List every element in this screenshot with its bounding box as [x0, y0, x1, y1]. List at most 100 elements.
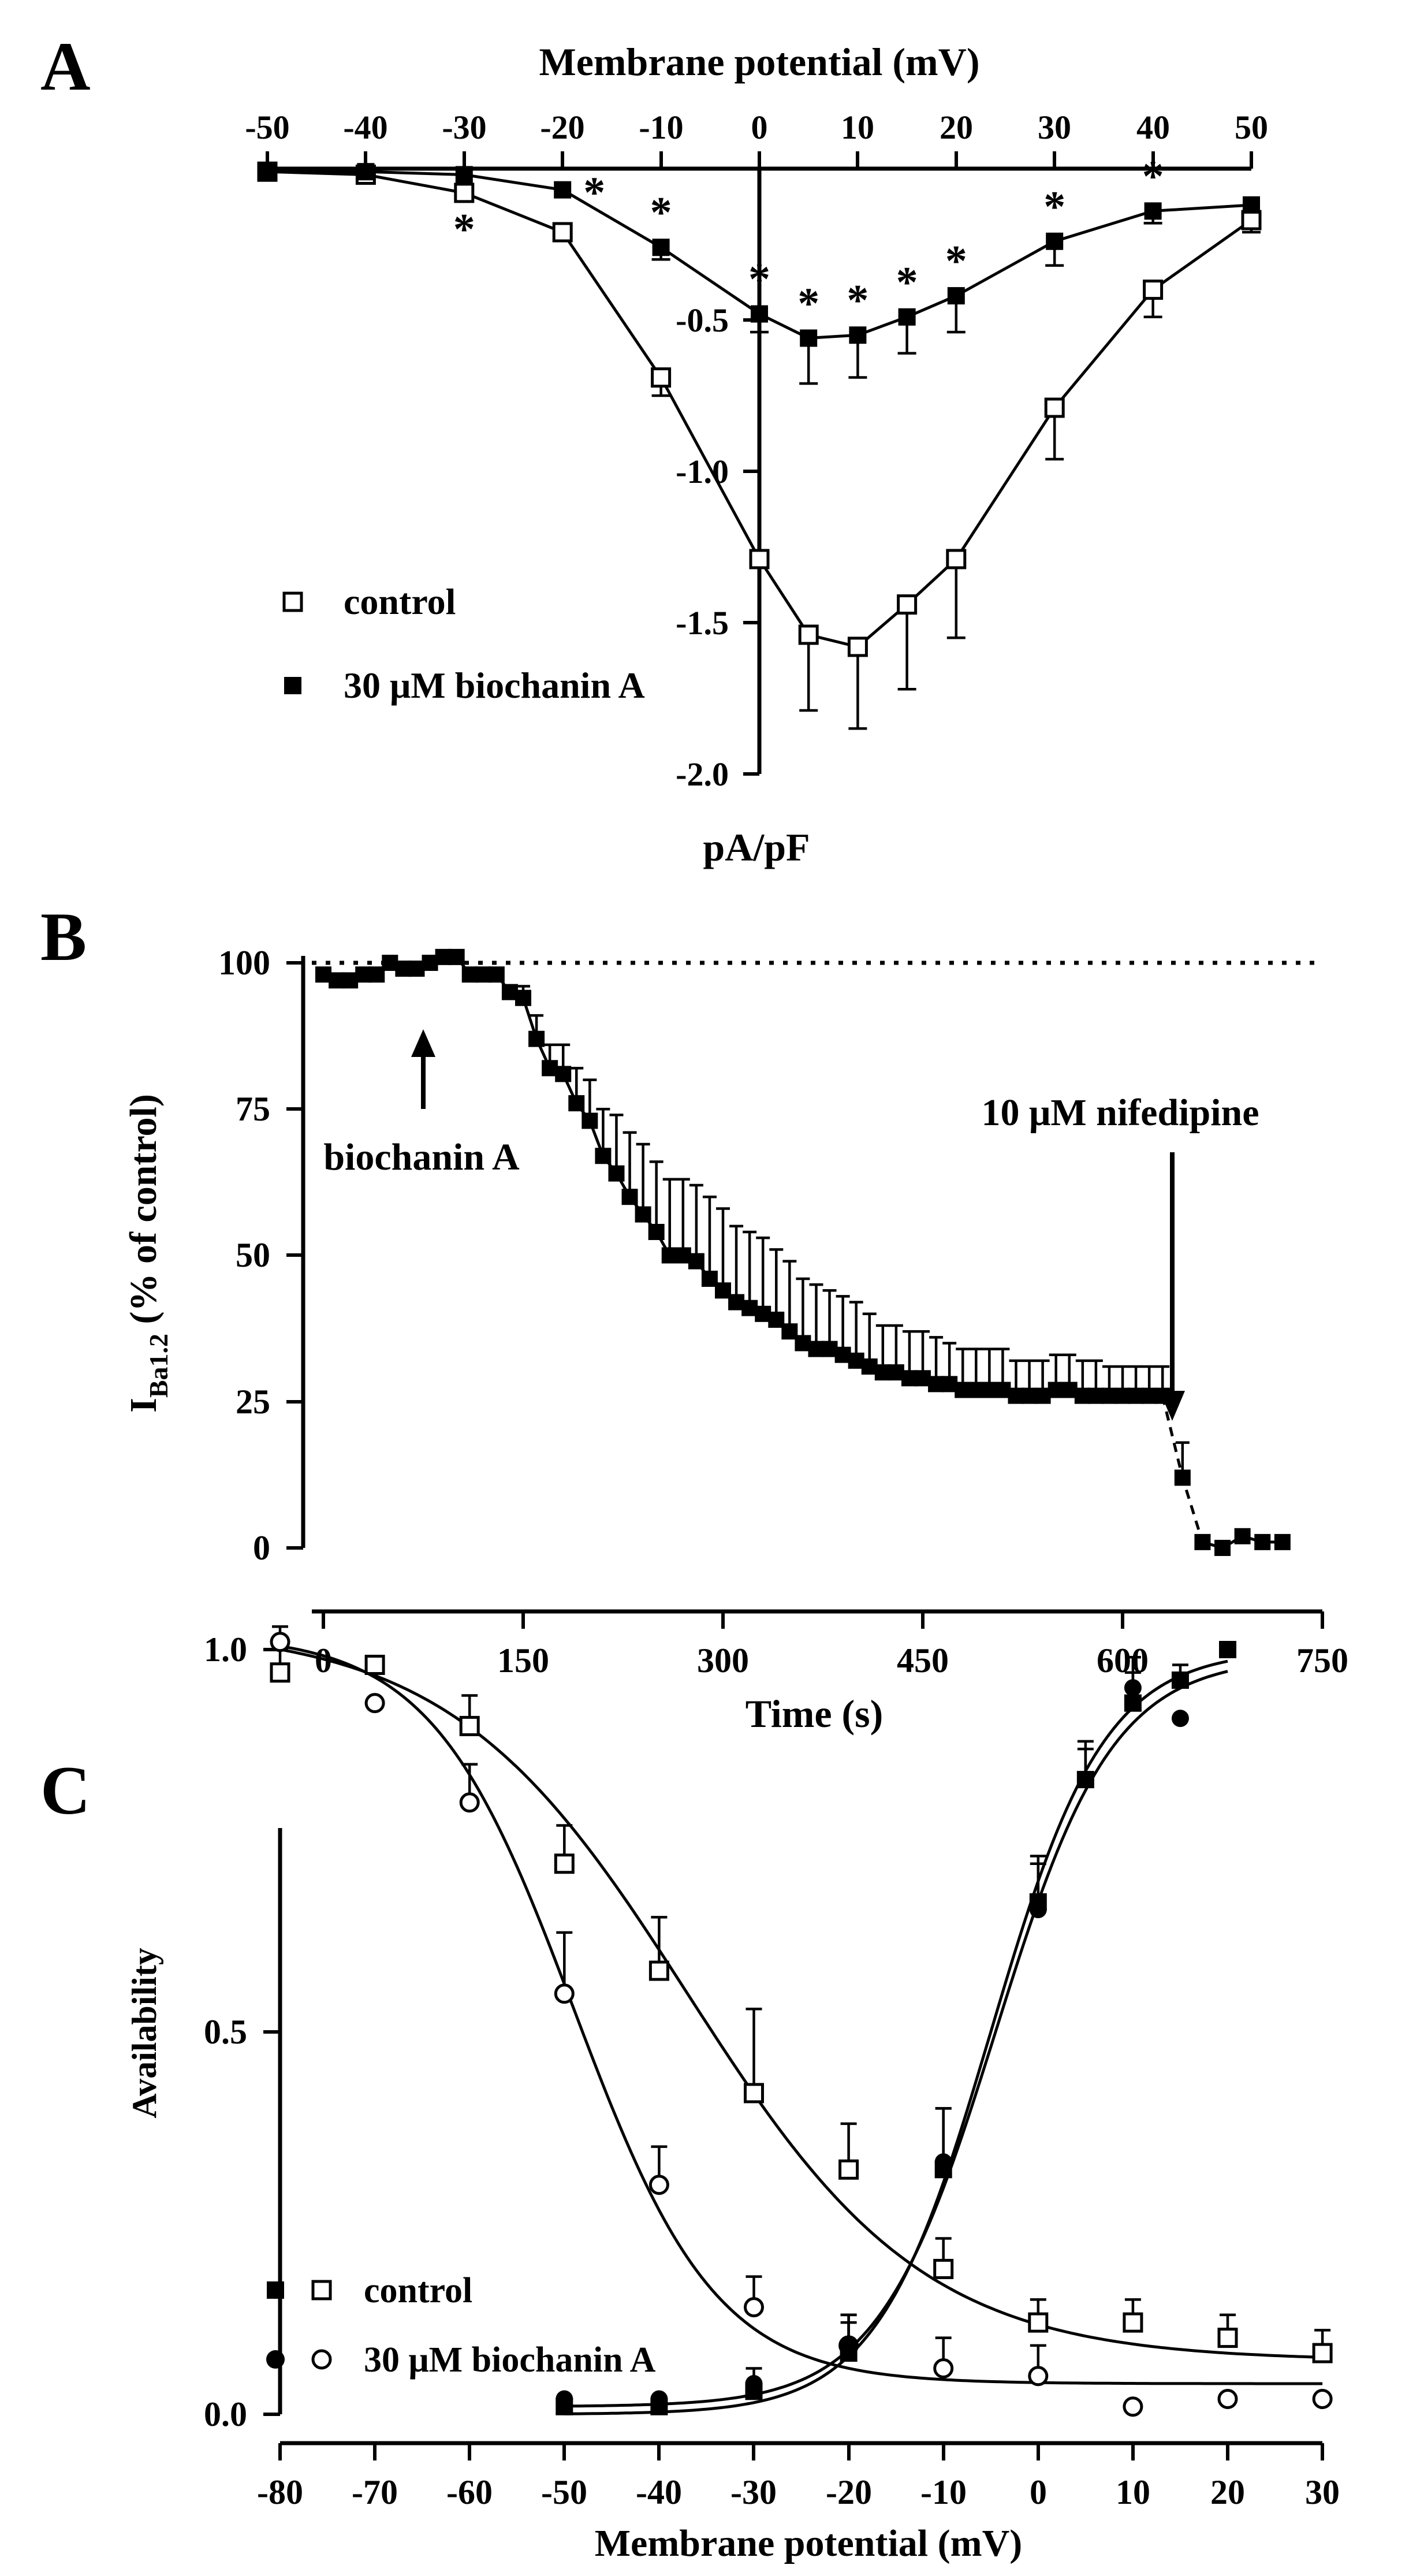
- current-point: [448, 948, 465, 965]
- availability-point: [1124, 1679, 1142, 1697]
- current-point: [621, 1189, 638, 1205]
- availability-point: [1028, 2312, 1049, 2333]
- y-tick-label: 25: [236, 1383, 270, 1421]
- x-tick-label: -40: [343, 109, 387, 146]
- panel-a-y-label: pA/pF: [703, 825, 810, 869]
- current-point: [595, 1148, 612, 1164]
- control-point: [1044, 397, 1065, 418]
- x-tick-label: -10: [639, 109, 683, 146]
- availability-point: [1028, 2366, 1049, 2387]
- panel-c-x-label: Membrane potential (mV): [595, 2522, 1023, 2564]
- x-tick-label: 0: [751, 109, 768, 146]
- current-point: [1274, 1533, 1291, 1550]
- current-point: [568, 1095, 585, 1112]
- x-tick-label: -20: [540, 109, 584, 146]
- x-tick-label: -70: [352, 2473, 398, 2511]
- legend-filled-square-icon: [284, 677, 301, 694]
- x-tick-label: -50: [541, 2473, 587, 2511]
- x-tick-label: 300: [697, 1641, 749, 1680]
- biochanin-point: [751, 305, 768, 323]
- panel-b-y-label: IBa1.2 (% of control): [122, 1094, 173, 1413]
- x-tick-label: -10: [920, 2473, 967, 2511]
- current-point: [515, 989, 532, 1006]
- availability-point: [1312, 2343, 1333, 2363]
- x-tick-label: -30: [442, 109, 486, 146]
- availability-point: [554, 1853, 575, 1874]
- y-tick-label: 0: [253, 1529, 270, 1567]
- x-tick-label: -80: [257, 2473, 303, 2511]
- availability-point: [1123, 2396, 1143, 2417]
- x-tick-label: 30: [1038, 109, 1071, 146]
- availability-point: [648, 2175, 669, 2195]
- x-tick-label: -20: [826, 2473, 872, 2511]
- significance-asterisk: *: [748, 255, 770, 304]
- availability-point: [556, 2390, 573, 2408]
- control-point: [1241, 210, 1262, 230]
- control-point: [454, 183, 475, 203]
- fit-curve: [279, 1648, 1323, 2359]
- y-tick-label: 0.0: [204, 2395, 247, 2433]
- control-point: [552, 222, 573, 243]
- biochanin-annotation: biochanin A: [323, 1136, 520, 1178]
- x-tick-label: -60: [446, 2473, 493, 2511]
- availability-point: [840, 2336, 858, 2354]
- panel-b-x-label: Time (s): [745, 1692, 884, 1736]
- availability-point: [364, 1654, 385, 1675]
- x-tick-label: 10: [841, 109, 874, 146]
- significance-asterisk: *: [896, 258, 918, 307]
- availability-point: [934, 2153, 952, 2171]
- legend-label-biochanin: 30 μM biochanin A: [344, 665, 645, 706]
- availability-point: [1029, 1901, 1047, 1919]
- legend-filled-square-icon: [267, 2281, 284, 2299]
- x-tick-label: 750: [1296, 1641, 1348, 1680]
- x-tick-label: 10: [1116, 2473, 1150, 2511]
- availability-point: [1312, 2389, 1333, 2410]
- panel-c-x-ticks: -80 -70 -60 -50 -40 -30 -20 -10 0 10 20 …: [257, 2443, 1340, 2511]
- panel-c-y-ticks: 0.0 0.5 1.0: [204, 1631, 280, 2433]
- panel-c-data: [270, 1625, 1333, 2417]
- legend-filled-circle-icon: [266, 2350, 285, 2369]
- significance-asterisk: *: [650, 188, 672, 237]
- legend-open-square-icon: [311, 2280, 332, 2300]
- y-tick-label: 50: [236, 1236, 270, 1274]
- x-tick-label: 0: [1030, 2473, 1047, 2511]
- x-tick-label: 50: [1235, 109, 1268, 146]
- panel-c: C 0.0 0.5 1.0 -80 -70 -60: [40, 1625, 1340, 2564]
- availability-point: [1123, 2312, 1143, 2333]
- availability-point: [1076, 1771, 1094, 1789]
- y-tick-label: 1.0: [204, 1631, 247, 1669]
- current-point: [688, 1253, 704, 1270]
- x-tick-label: -50: [245, 109, 289, 146]
- panel-a-legend: control 30 μM biochanin A: [282, 581, 645, 706]
- availability-point: [648, 1960, 669, 1981]
- control-point: [749, 549, 770, 569]
- availability-point: [1124, 1694, 1142, 1712]
- availability-point: [459, 1792, 480, 1813]
- availability-point: [270, 1662, 290, 1683]
- fit-curve: [564, 1670, 1228, 2408]
- panel-a: A Membrane potential (mV) -50 -40 -30 -2…: [40, 28, 1268, 869]
- x-tick-label: 600: [1097, 1641, 1149, 1680]
- availability-point: [745, 2375, 763, 2393]
- x-tick-label: 20: [1210, 2473, 1245, 2511]
- biochanin-point: [1243, 196, 1260, 214]
- panel-c-letter: C: [40, 1752, 91, 1829]
- panel-a-letter: A: [40, 28, 91, 105]
- y-tick-label: 100: [218, 944, 270, 982]
- y-label-main: I: [122, 1398, 165, 1413]
- fit-curve: [564, 1659, 1228, 2415]
- current-point: [488, 966, 505, 983]
- availability-point: [459, 1715, 480, 1736]
- current-point: [635, 1206, 651, 1223]
- legend-label-control: control: [364, 2271, 472, 2310]
- nifedipine-arrow-head-icon: [1160, 1391, 1185, 1421]
- availability-point: [744, 2297, 764, 2318]
- panel-b-letter: B: [40, 898, 87, 975]
- y-tick-label: 0.5: [204, 2013, 247, 2051]
- panel-a-data: * * * * * * * * * *: [257, 152, 1262, 730]
- x-tick-label: 150: [497, 1641, 549, 1680]
- availability-point: [838, 2159, 859, 2180]
- panel-c-legend: control 30 μM biochanin A: [266, 2271, 656, 2380]
- legend-open-square-icon: [282, 591, 303, 612]
- panel-a-y-ticks: -0.5 -1.0 -1.5 -2.0: [676, 301, 759, 793]
